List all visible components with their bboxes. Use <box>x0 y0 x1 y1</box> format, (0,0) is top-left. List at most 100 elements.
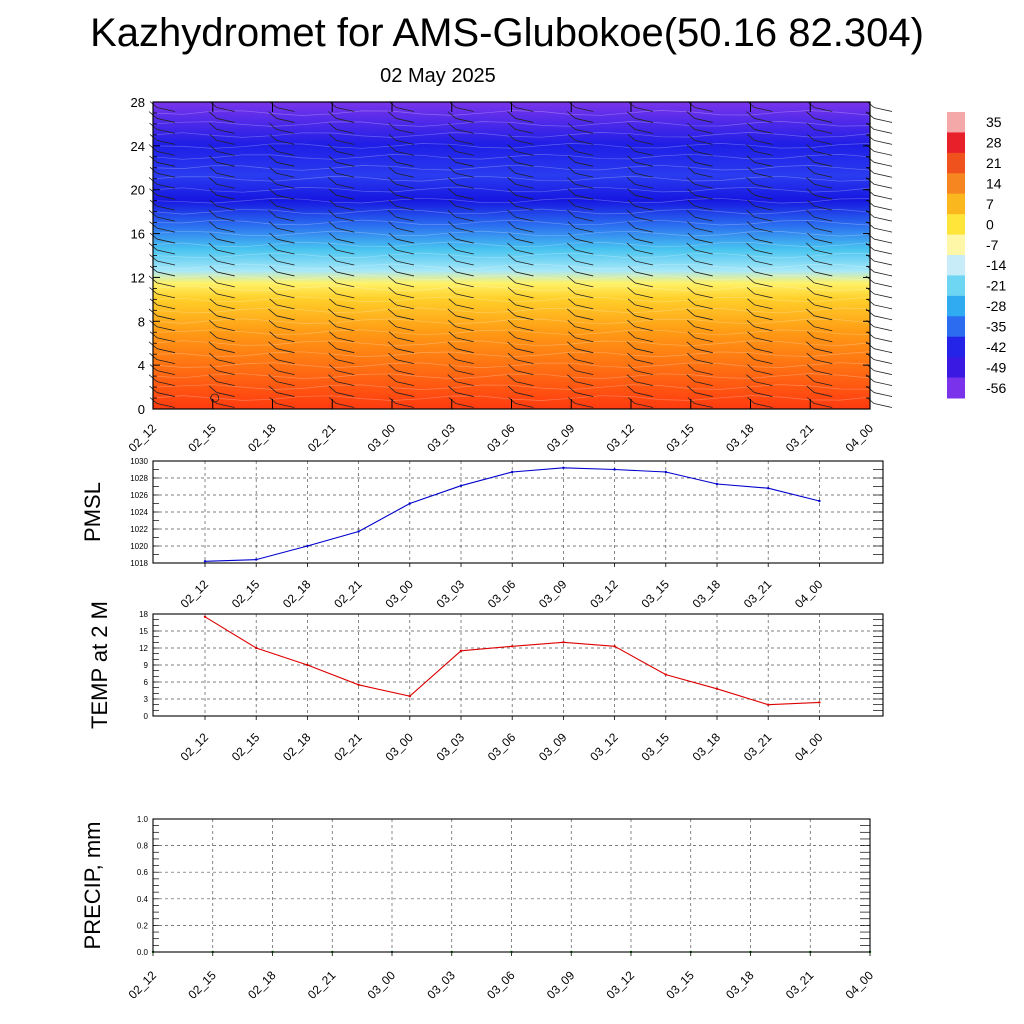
wind-barb <box>455 315 474 321</box>
wind-barb <box>216 315 235 321</box>
wind-barb <box>269 232 277 240</box>
wind-barb <box>508 364 516 371</box>
wind-barb <box>329 331 337 339</box>
wind-barb <box>806 177 815 185</box>
wind-barb <box>694 129 713 134</box>
wind-barb <box>448 134 457 141</box>
precip-panel: 0.0 0.2 0.4 0.6 0.8 1.0 02_12 02_15 02_18 02_21 03… <box>80 815 876 1002</box>
y-axis-title: PMSL <box>80 482 105 542</box>
wind-barb <box>387 144 397 152</box>
wind-barb <box>806 242 815 251</box>
data-point <box>613 645 616 648</box>
x-tick-label: 03_12 <box>604 968 638 1002</box>
wind-barb <box>156 370 176 376</box>
wind-barb <box>754 161 773 167</box>
x-tick-label: 02_15 <box>229 730 263 764</box>
wind-barb <box>694 139 713 145</box>
data-point <box>459 649 463 652</box>
colorbar-label: -56 <box>986 380 1006 396</box>
pmsl-panel: 1018 1020 1022 1024 1026 1028 1030 02_12 02_15 02… <box>80 457 884 611</box>
wind-barb <box>686 209 696 218</box>
wind-barb <box>336 172 355 178</box>
wind-barb <box>515 118 534 123</box>
wind-barb <box>276 249 295 255</box>
x-tick-label: 03_21 <box>741 730 775 764</box>
y-tick-label: 12 <box>139 644 148 653</box>
colorbar-label: -14 <box>986 257 1006 273</box>
wind-barb <box>507 319 516 328</box>
plot-frame <box>152 460 884 564</box>
wind-barb <box>754 172 773 178</box>
wind-barb <box>873 326 893 332</box>
wind-barb <box>814 129 833 134</box>
wind-barb <box>806 385 815 393</box>
temperature-field <box>153 102 870 409</box>
wind-barb <box>686 111 696 119</box>
y-tick-label: 28 <box>131 95 145 110</box>
wind-barb <box>276 370 295 376</box>
wind-barb <box>388 221 397 229</box>
x-tick-label: 02_21 <box>305 968 339 1002</box>
wind-barb <box>634 107 654 112</box>
wind-barb <box>455 249 474 255</box>
x-tick-label: 02_18 <box>280 730 314 764</box>
wind-barb <box>395 249 415 255</box>
wind-barb <box>515 183 534 189</box>
wind-barb <box>515 238 534 244</box>
wind-barb <box>268 242 277 251</box>
wind-barb <box>747 232 755 240</box>
wind-barb <box>455 392 474 397</box>
wind-barb <box>156 150 176 156</box>
wind-barb <box>328 287 337 295</box>
wind-barb <box>269 265 277 273</box>
y-tick-label: 9 <box>144 661 149 670</box>
wind-barb <box>336 337 355 343</box>
data-point <box>818 499 821 503</box>
wind-barb <box>395 183 415 189</box>
wind-barb <box>395 161 415 167</box>
wind-barb <box>455 326 474 332</box>
wind-barb <box>395 216 415 222</box>
wind-barb <box>395 260 415 266</box>
wind-barb <box>814 392 833 397</box>
x-tick-label: 02_18 <box>245 968 279 1002</box>
wind-barb <box>575 238 594 244</box>
wind-barb <box>806 209 815 218</box>
wind-barb <box>575 392 594 397</box>
wind-barb <box>276 315 295 321</box>
wind-barb <box>276 293 295 299</box>
wind-barb <box>575 260 594 266</box>
wind-barb <box>568 265 576 273</box>
wind-barb <box>806 341 815 349</box>
wind-barb <box>387 308 397 317</box>
wind-barb <box>388 319 397 328</box>
wind-barb <box>806 144 815 152</box>
wind-barb <box>268 287 277 295</box>
wind-barb <box>626 341 636 349</box>
wind-barb <box>634 392 654 397</box>
series-line <box>204 616 820 706</box>
wind-barb <box>388 155 397 163</box>
wind-barb <box>567 385 576 393</box>
wind-barb <box>694 107 713 112</box>
wind-barb <box>575 118 594 123</box>
wind-barb <box>508 232 516 240</box>
wind-barb <box>388 254 397 262</box>
wind-barb <box>388 364 397 371</box>
wind-barb <box>395 139 415 145</box>
wind-barb <box>276 118 295 123</box>
wind-barb <box>627 319 636 328</box>
wind-barb <box>873 107 893 112</box>
wind-barb <box>156 260 176 266</box>
wind-barb <box>268 275 277 284</box>
wind-barb <box>276 326 295 332</box>
wind-barb <box>395 337 415 343</box>
wind-barb <box>387 209 397 218</box>
wind-barb <box>515 216 534 222</box>
wind-barb <box>388 232 397 240</box>
wind-barb <box>634 326 654 332</box>
wind-barb <box>873 194 893 200</box>
data-point <box>767 703 770 706</box>
wind-barb <box>336 348 355 354</box>
x-tick-label: 02_21 <box>331 577 365 611</box>
